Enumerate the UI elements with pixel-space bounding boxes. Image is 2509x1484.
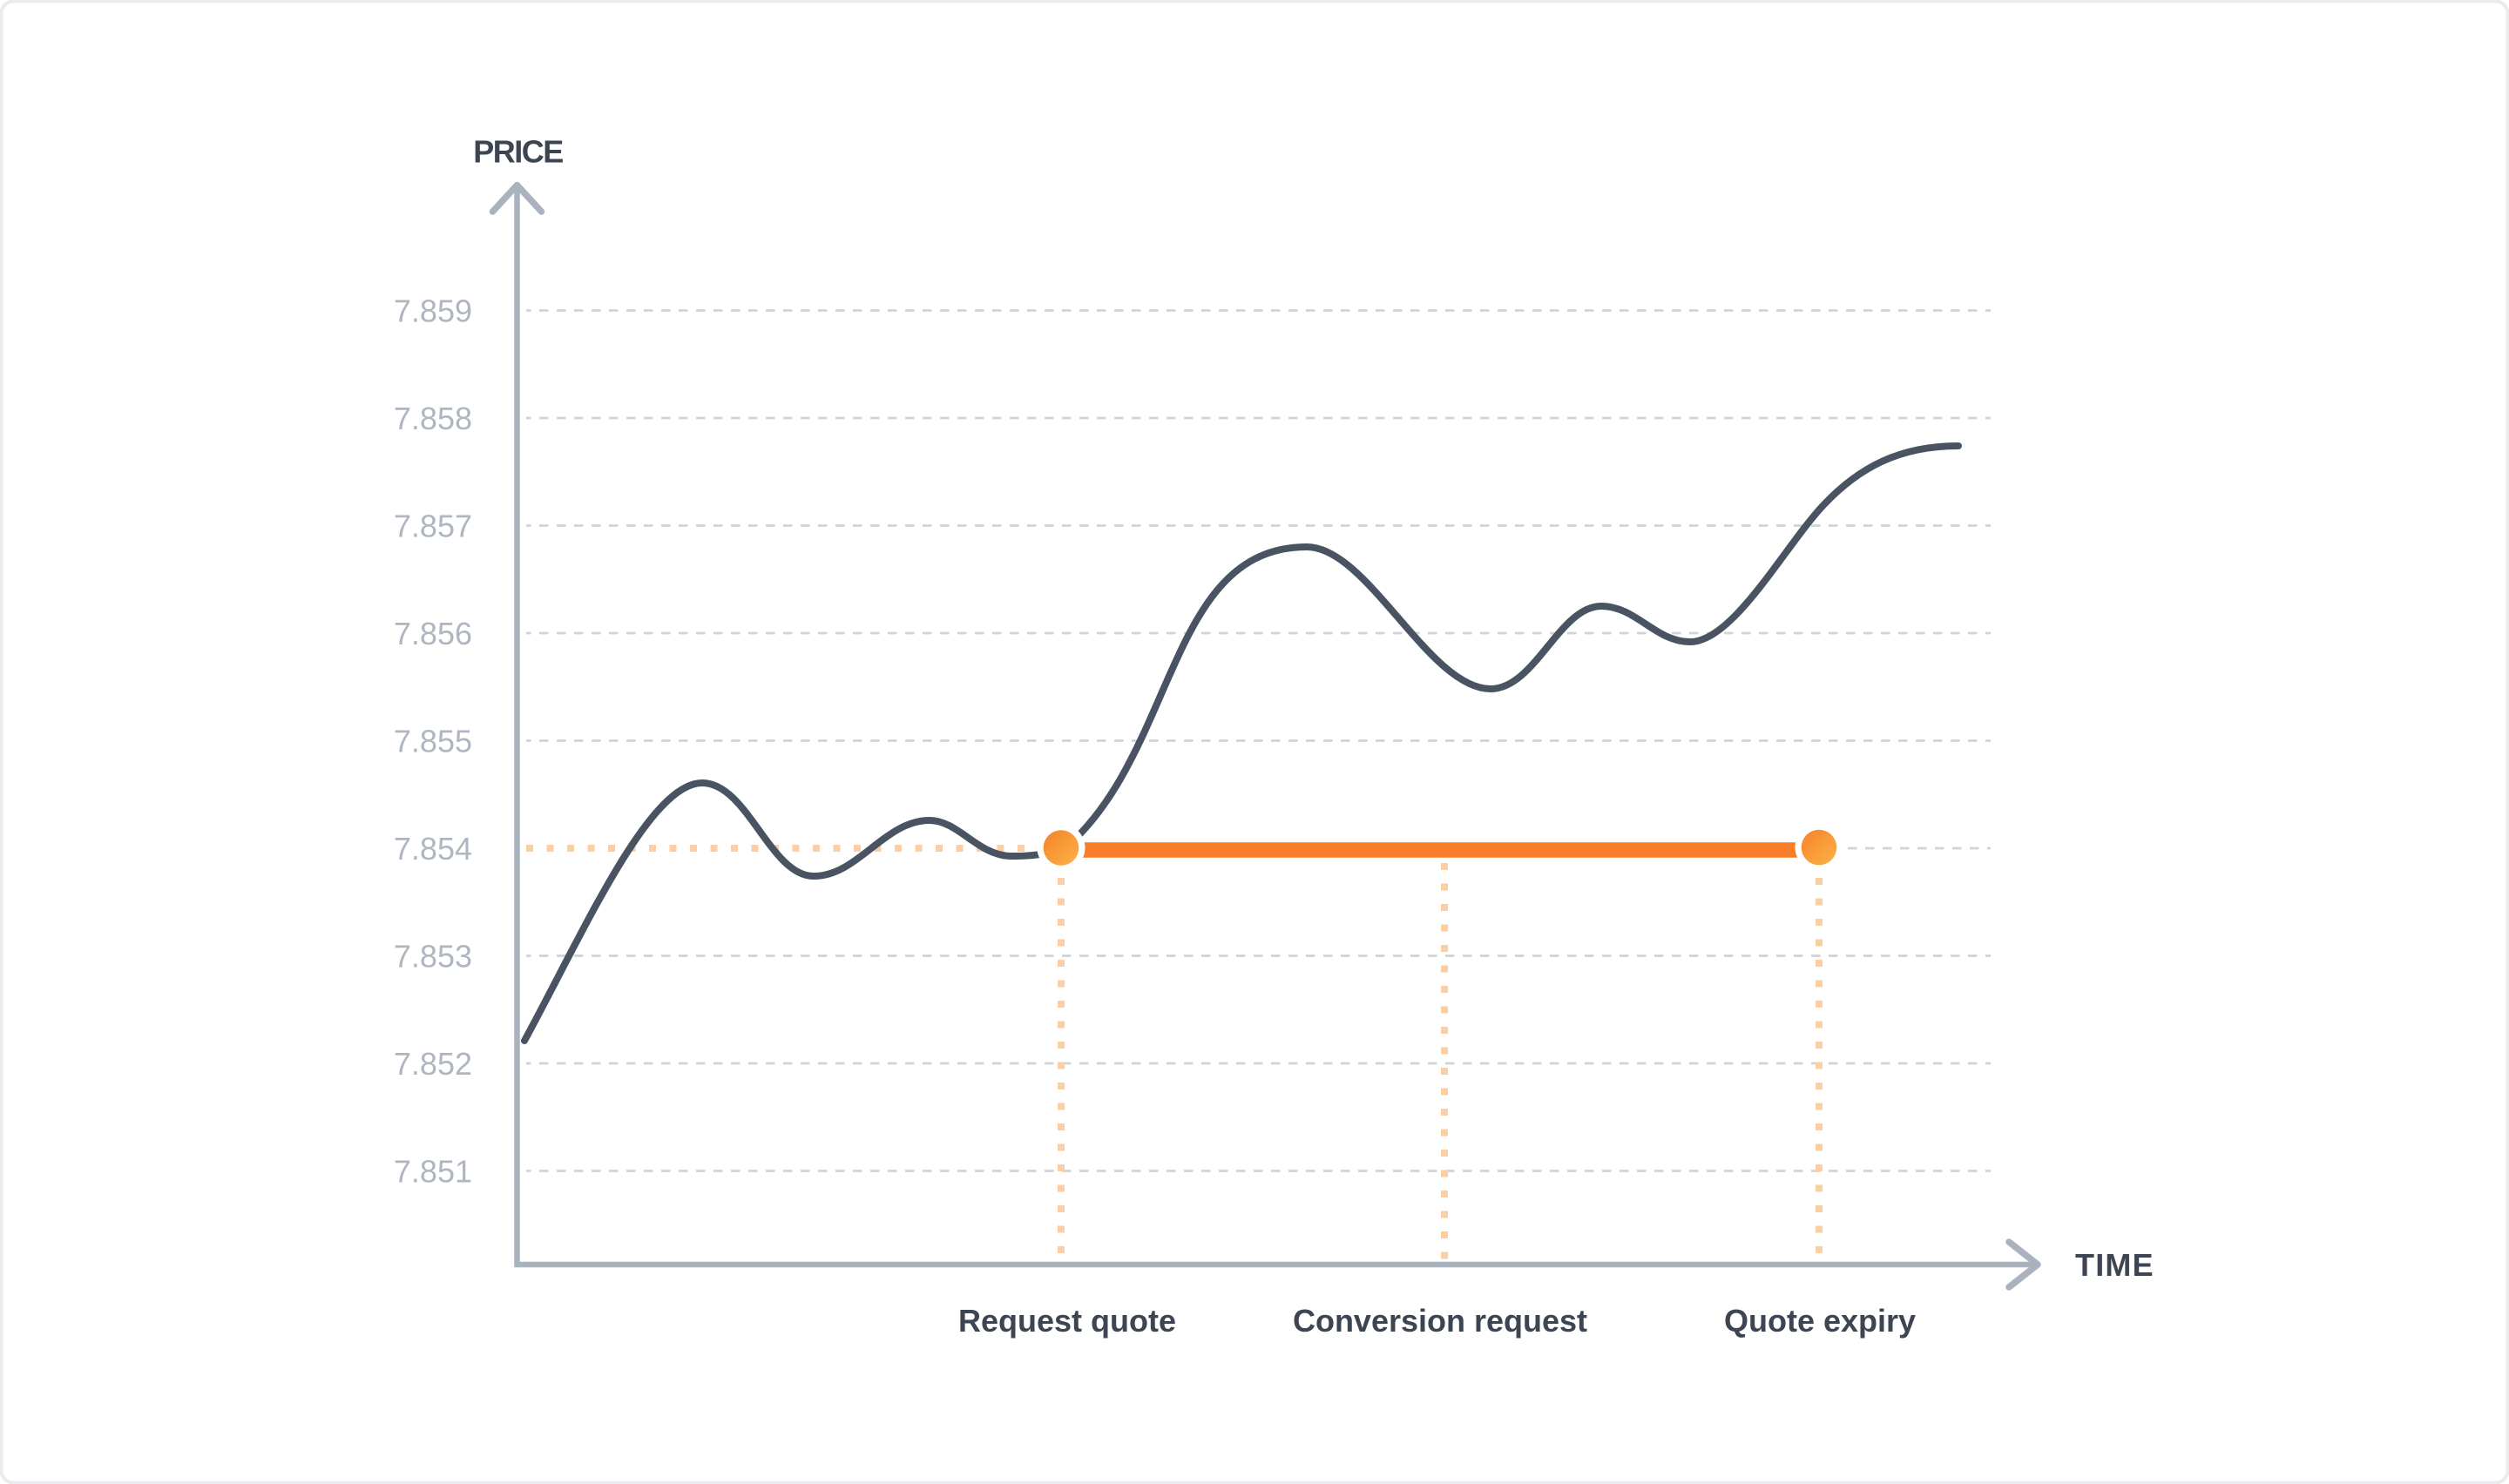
svg-text:7.855: 7.855 — [394, 724, 472, 759]
svg-text:PRICE: PRICE — [473, 134, 563, 170]
svg-text:7.858: 7.858 — [394, 401, 472, 436]
svg-text:Conversion request: Conversion request — [1293, 1303, 1587, 1339]
svg-text:7.856: 7.856 — [394, 616, 472, 651]
svg-text:TIME: TIME — [2075, 1247, 2154, 1283]
svg-text:Request quote: Request quote — [958, 1303, 1176, 1339]
svg-text:7.857: 7.857 — [394, 509, 472, 544]
svg-text:7.859: 7.859 — [394, 293, 472, 329]
svg-text:7.853: 7.853 — [394, 939, 472, 975]
svg-text:7.851: 7.851 — [394, 1154, 472, 1190]
svg-text:Quote expiry: Quote expiry — [1724, 1303, 1916, 1339]
svg-text:7.854: 7.854 — [394, 831, 472, 867]
svg-text:7.852: 7.852 — [394, 1046, 472, 1082]
